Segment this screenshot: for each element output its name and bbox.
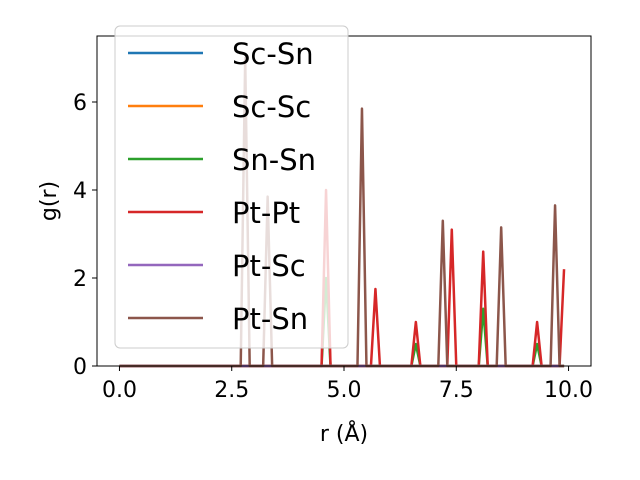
legend-label-sc-sn: Sc-Sn xyxy=(232,37,314,71)
x-tick-label: 5.0 xyxy=(327,378,362,403)
x-axis-label: r (Å) xyxy=(320,420,368,447)
x-tick-label: 10.0 xyxy=(544,378,593,403)
legend-box xyxy=(114,25,349,349)
y-tick-label: 4 xyxy=(73,179,87,204)
x-ticks: 0.0 2.5 5.0 7.5 10.0 xyxy=(102,366,593,403)
legend-label-sc-sc: Sc-Sc xyxy=(232,90,311,124)
x-tick-label: 7.5 xyxy=(439,378,474,403)
y-tick-label: 2 xyxy=(73,267,87,292)
legend-label-pt-pt: Pt-Pt xyxy=(232,196,300,230)
y-tick-label: 6 xyxy=(73,91,87,116)
legend-label-pt-sc: Pt-Sc xyxy=(232,249,306,283)
legend: Sc-Sn Sc-Sc Sn-Sn Pt-Pt Pt-Sc Pt-Sn xyxy=(114,25,349,349)
legend-label-pt-sn: Pt-Sn xyxy=(232,302,308,336)
y-axis-label: g(r) xyxy=(37,181,62,221)
y-tick-label: 0 xyxy=(73,355,87,380)
y-ticks: 0 2 4 6 xyxy=(73,91,97,380)
x-tick-label: 2.5 xyxy=(214,378,249,403)
legend-label-sn-sn: Sn-Sn xyxy=(232,143,316,177)
x-tick-label: 0.0 xyxy=(102,378,137,403)
